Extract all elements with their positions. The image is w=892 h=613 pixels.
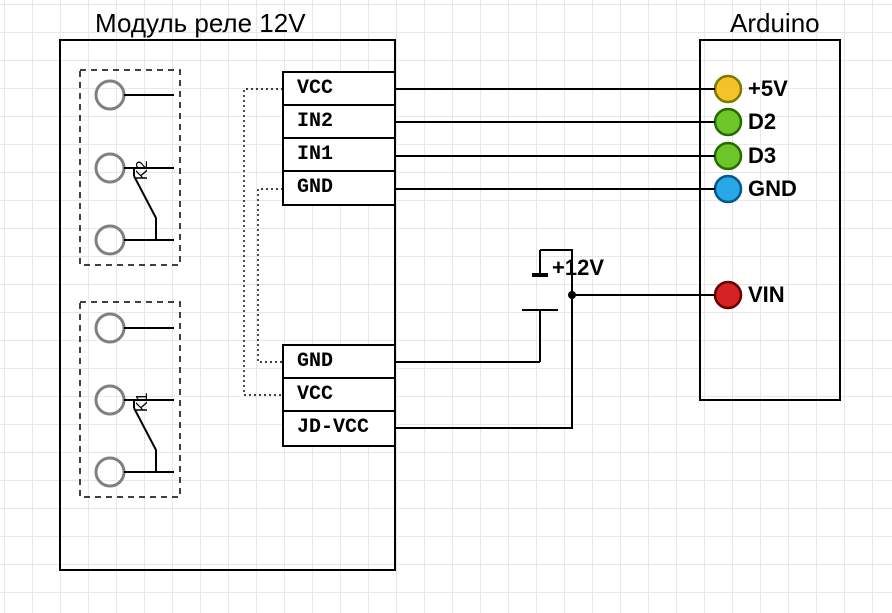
jumper-dotted — [244, 89, 283, 395]
relay-terminals — [80, 70, 180, 497]
relay-pin-in1: IN1 — [297, 143, 333, 166]
relay-pin-jdvcc: JD-VCC — [297, 416, 369, 439]
battery-label: +12V — [552, 255, 604, 281]
arduino-title: Arduino — [730, 8, 820, 39]
arduino-pin-d2: D2 — [748, 109, 776, 135]
arduino-pins — [715, 76, 741, 308]
relay-pin-vcc: VCC — [297, 383, 333, 406]
relay-k1-label: K1 — [134, 392, 152, 412]
relay-module-title: Модуль реле 12V — [95, 8, 306, 39]
arduino-pin-5v: +5V — [748, 76, 788, 102]
relay-k2-label: K2 — [134, 160, 152, 180]
arduino-pin-d3: D3 — [748, 143, 776, 169]
arduino-pin-vin: VIN — [748, 282, 785, 308]
relay-pin-gnd: GND — [297, 176, 333, 199]
relay-pin-vcc: VCC — [297, 77, 333, 100]
arduino-pin-gnd: GND — [748, 176, 797, 202]
relay-pin-in2: IN2 — [297, 110, 333, 133]
relay-pin-gnd: GND — [297, 350, 333, 373]
